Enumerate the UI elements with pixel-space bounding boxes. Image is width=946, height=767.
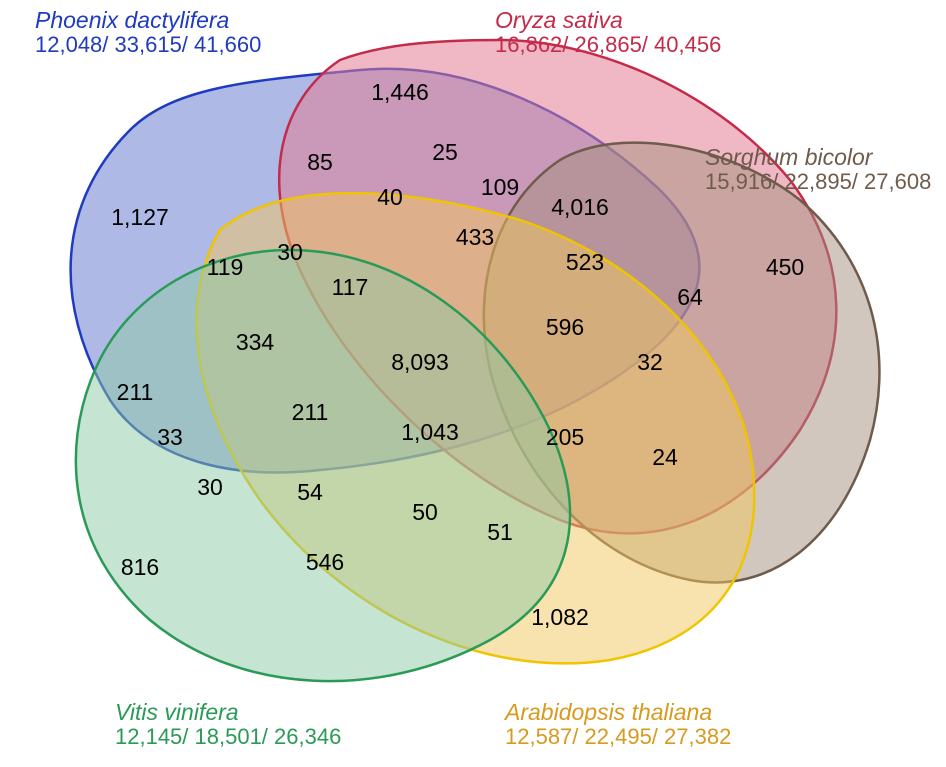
region-value: 32 (637, 349, 663, 375)
region-value: 1,082 (531, 604, 589, 630)
species-name-oryza: Oryza sativa (495, 7, 623, 33)
region-value: 433 (456, 224, 494, 250)
region-value: 205 (546, 424, 584, 450)
species-name-vitis: Vitis vinifera (115, 699, 239, 725)
region-value: 54 (297, 479, 323, 505)
region-value: 523 (566, 249, 604, 275)
species-name-arabidopsis: Arabidopsis thaliana (503, 699, 712, 725)
region-value: 211 (117, 379, 154, 405)
region-value: 85 (307, 149, 333, 175)
region-value: 1,446 (371, 79, 429, 105)
species-counts-sorghum: 15,916/ 22,895/ 27,608 (705, 169, 931, 194)
species-counts-arabidopsis: 12,587/ 22,495/ 27,382 (505, 724, 731, 749)
region-value: 4,016 (551, 194, 609, 220)
region-value: 8,093 (391, 349, 449, 375)
region-value: 1,043 (401, 419, 459, 445)
region-value: 450 (766, 254, 804, 280)
region-value: 33 (157, 424, 183, 450)
region-value: 816 (121, 554, 159, 580)
region-value: 211 (292, 399, 329, 425)
region-value: 596 (546, 314, 584, 340)
region-value: 24 (652, 444, 678, 470)
region-value: 1,127 (111, 204, 169, 230)
region-value: 64 (677, 284, 703, 310)
species-counts-oryza: 16,862/ 26,865/ 40,456 (495, 32, 721, 57)
species-counts-phoenix: 12,048/ 33,615/ 41,660 (35, 32, 261, 57)
region-value: 119 (207, 254, 244, 280)
region-value: 40 (377, 184, 403, 210)
region-value: 109 (481, 174, 519, 200)
region-value: 51 (487, 519, 513, 545)
species-counts-vitis: 12,145/ 18,501/ 26,346 (115, 724, 341, 749)
region-value: 546 (306, 549, 344, 575)
region-value: 117 (332, 274, 369, 300)
region-value: 334 (236, 329, 275, 355)
region-value: 50 (412, 499, 438, 525)
species-name-phoenix: Phoenix dactylifera (35, 7, 229, 33)
region-value: 30 (277, 239, 303, 265)
region-value: 30 (197, 474, 223, 500)
species-name-sorghum: Sorghum bicolor (705, 144, 874, 170)
region-value: 25 (432, 139, 458, 165)
